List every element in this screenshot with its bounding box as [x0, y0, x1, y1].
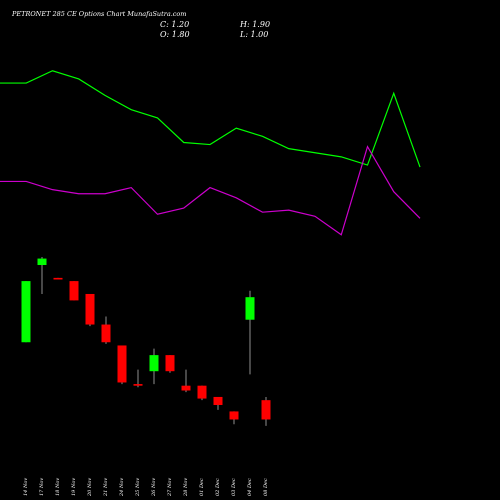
x-tick-label: 26 Nov — [151, 478, 157, 497]
x-tick-label: 14 Nov — [23, 478, 29, 496]
x-tick-label: 02 Dec — [215, 478, 221, 496]
x-tick-label: 20 Nov — [87, 478, 93, 497]
x-tick-label: 28 Nov — [183, 478, 189, 497]
x-tick-label: 03 Dec — [231, 478, 237, 496]
indicator-line — [0, 70, 421, 168]
candle-body — [53, 277, 63, 280]
candle-body — [37, 258, 47, 266]
x-tick-label: 17 Nov — [39, 478, 45, 496]
x-tick-label: 19 Nov — [71, 478, 77, 496]
open-label: O: 1.80 — [160, 30, 190, 39]
low-label: L: 1.00 — [239, 30, 268, 39]
chart-title: PETRONET 285 CE Options Chart MunafaSutr… — [11, 10, 186, 18]
candle-body — [149, 355, 159, 372]
x-tick-label: 24 Nov — [119, 478, 125, 497]
candle-body — [181, 385, 191, 391]
candle-body — [165, 355, 175, 372]
candle-body — [245, 297, 255, 320]
high-label: H: 1.90 — [239, 20, 270, 29]
x-tick-label: 25 Nov — [135, 478, 141, 497]
x-tick-label: 21 Nov — [103, 478, 109, 497]
candle-body — [69, 281, 79, 301]
candle-body — [229, 411, 239, 420]
x-tick-label: 04 Dec — [247, 478, 253, 496]
x-tick-label: 18 Nov — [55, 478, 61, 496]
x-tick-label: 27 Nov — [167, 478, 173, 497]
candle-body — [261, 400, 271, 420]
candle-body — [133, 384, 143, 386]
x-tick-label: 01 Dec — [199, 478, 205, 496]
candle-body — [85, 293, 95, 325]
candle-body — [213, 396, 223, 405]
indicator-line — [0, 145, 421, 236]
candle-body — [197, 385, 207, 399]
candle-body — [117, 345, 127, 383]
candle-body — [21, 281, 31, 343]
candle-body — [101, 324, 111, 343]
x-tick-label: 08 Dec — [263, 478, 269, 496]
close-label: C: 1.20 — [160, 20, 189, 29]
